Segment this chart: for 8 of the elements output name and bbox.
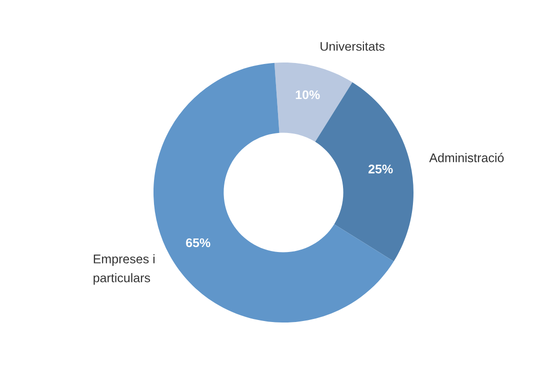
data-label: 65% bbox=[186, 238, 210, 248]
data-label: 25% bbox=[368, 164, 393, 174]
data-label: 10% bbox=[296, 90, 320, 100]
slice-label: Empreses i particulars bbox=[94, 254, 155, 285]
slice-label: Administració bbox=[429, 152, 504, 162]
donut-slice bbox=[274, 62, 352, 142]
donut-slice bbox=[154, 62, 394, 322]
slice-label: Universitats bbox=[320, 42, 385, 51]
